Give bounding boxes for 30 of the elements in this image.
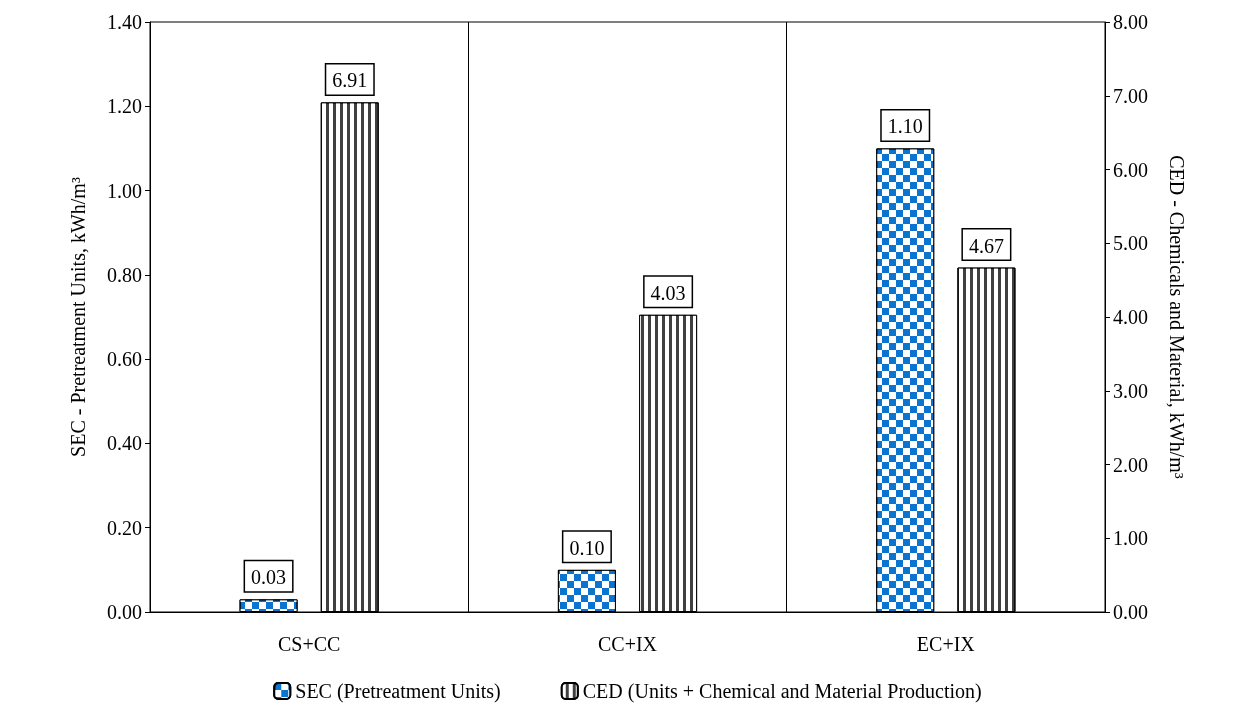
data-label: 6.91 [332, 69, 368, 92]
data-label: 4.67 [968, 234, 1004, 257]
y2-tick-label: 7.00 [1113, 84, 1148, 107]
legend-label: CED (Units + Chemical and Material Production) [582, 680, 982, 703]
y-tick-label: 0.80 [107, 263, 142, 286]
y2-tick-label: 6.00 [1113, 158, 1148, 181]
y-axis-title: SEC - Pretreatment Units, kWh/m³ [67, 177, 89, 457]
y-tick-label: 1.40 [107, 11, 142, 33]
y2-tick-label: 1.00 [1113, 527, 1148, 550]
y-tick-label: 0.20 [107, 516, 142, 539]
data-label: 0.10 [569, 536, 605, 559]
y2-axis-title: CED - Chemicals and Material, kWh/m³ [1166, 155, 1188, 479]
y-tick-label: 1.00 [107, 179, 142, 202]
legend-label: SEC (Pretreatment Units) [295, 680, 501, 703]
y2-tick-label: 3.00 [1113, 379, 1148, 402]
x-tick-label: CS+CC [277, 633, 341, 655]
y2-tick-label: 4.00 [1113, 306, 1148, 328]
y-tick-label: 1.20 [107, 95, 142, 118]
y-tick-label: 0.60 [107, 348, 142, 371]
data-label: 1.10 [887, 115, 923, 138]
y2-tick-label: 2.00 [1113, 453, 1148, 476]
y2-tick-label: 8.00 [1113, 11, 1148, 33]
y-tick-label: 0.40 [107, 432, 142, 455]
y2-tick-label: 0.00 [1113, 601, 1148, 623]
data-label: 0.03 [251, 566, 287, 589]
x-tick-label: CC+IX [597, 633, 658, 655]
y2-tick-label: 5.00 [1113, 232, 1148, 255]
y-tick-label: 0.00 [107, 601, 142, 623]
x-tick-label: EC+IX [916, 633, 976, 655]
data-label: 4.03 [650, 281, 686, 304]
